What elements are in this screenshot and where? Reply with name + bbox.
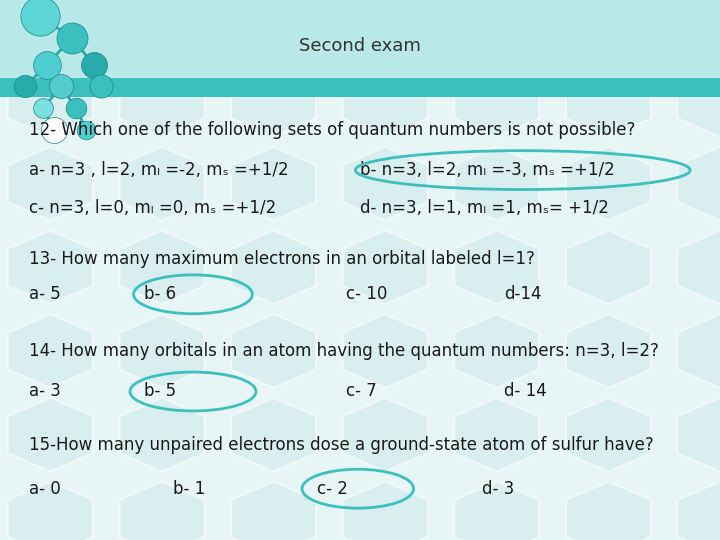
- Text: 12- Which one of the following sets of quantum numbers is not possible?: 12- Which one of the following sets of q…: [29, 120, 635, 139]
- Text: d-14: d-14: [504, 285, 541, 303]
- Text: d- 3: d- 3: [482, 480, 515, 498]
- Point: [34, 12, 45, 21]
- Text: 15-How many unpaired electrons dose a ground-state atom of sulfur have?: 15-How many unpaired electrons dose a gr…: [29, 436, 654, 455]
- Text: a- 5: a- 5: [29, 285, 60, 303]
- Point: [41, 60, 53, 69]
- Text: Second exam: Second exam: [299, 37, 421, 55]
- Point: [88, 60, 99, 69]
- Text: c- n=3, l=0, mₗ =0, mₛ =+1/2: c- n=3, l=0, mₗ =0, mₛ =+1/2: [29, 199, 276, 217]
- Text: d- n=3, l=1, mₗ =1, mₛ= +1/2: d- n=3, l=1, mₗ =1, mₛ= +1/2: [360, 199, 609, 217]
- Point: [66, 33, 78, 42]
- Point: [70, 104, 81, 112]
- Text: a- 0: a- 0: [29, 480, 60, 498]
- Point: [19, 82, 31, 91]
- Text: a- 3: a- 3: [29, 382, 60, 401]
- Bar: [0, 0, 720, 78]
- Point: [81, 125, 92, 134]
- Text: c- 2: c- 2: [317, 480, 348, 498]
- Text: 14- How many orbitals in an atom having the quantum numbers: n=3, l=2?: 14- How many orbitals in an atom having …: [29, 342, 659, 360]
- Text: b- 6: b- 6: [144, 285, 176, 303]
- Bar: [0, 78, 720, 97]
- Text: b- n=3, l=2, mₗ =-3, mₛ =+1/2: b- n=3, l=2, mₗ =-3, mₛ =+1/2: [360, 161, 615, 179]
- Text: 13- How many maximum electrons in an orbital labeled l=1?: 13- How many maximum electrons in an orb…: [29, 250, 535, 268]
- Text: b- 1: b- 1: [173, 480, 205, 498]
- Text: c- 10: c- 10: [346, 285, 387, 303]
- Text: d- 14: d- 14: [504, 382, 546, 401]
- Point: [55, 82, 67, 91]
- Text: b- 5: b- 5: [144, 382, 176, 401]
- Text: a- n=3 , l=2, mₗ =-2, mₛ =+1/2: a- n=3 , l=2, mₗ =-2, mₛ =+1/2: [29, 161, 289, 179]
- Point: [95, 82, 107, 91]
- Point: [48, 125, 60, 134]
- Point: [37, 104, 49, 112]
- Text: c- 7: c- 7: [346, 382, 377, 401]
